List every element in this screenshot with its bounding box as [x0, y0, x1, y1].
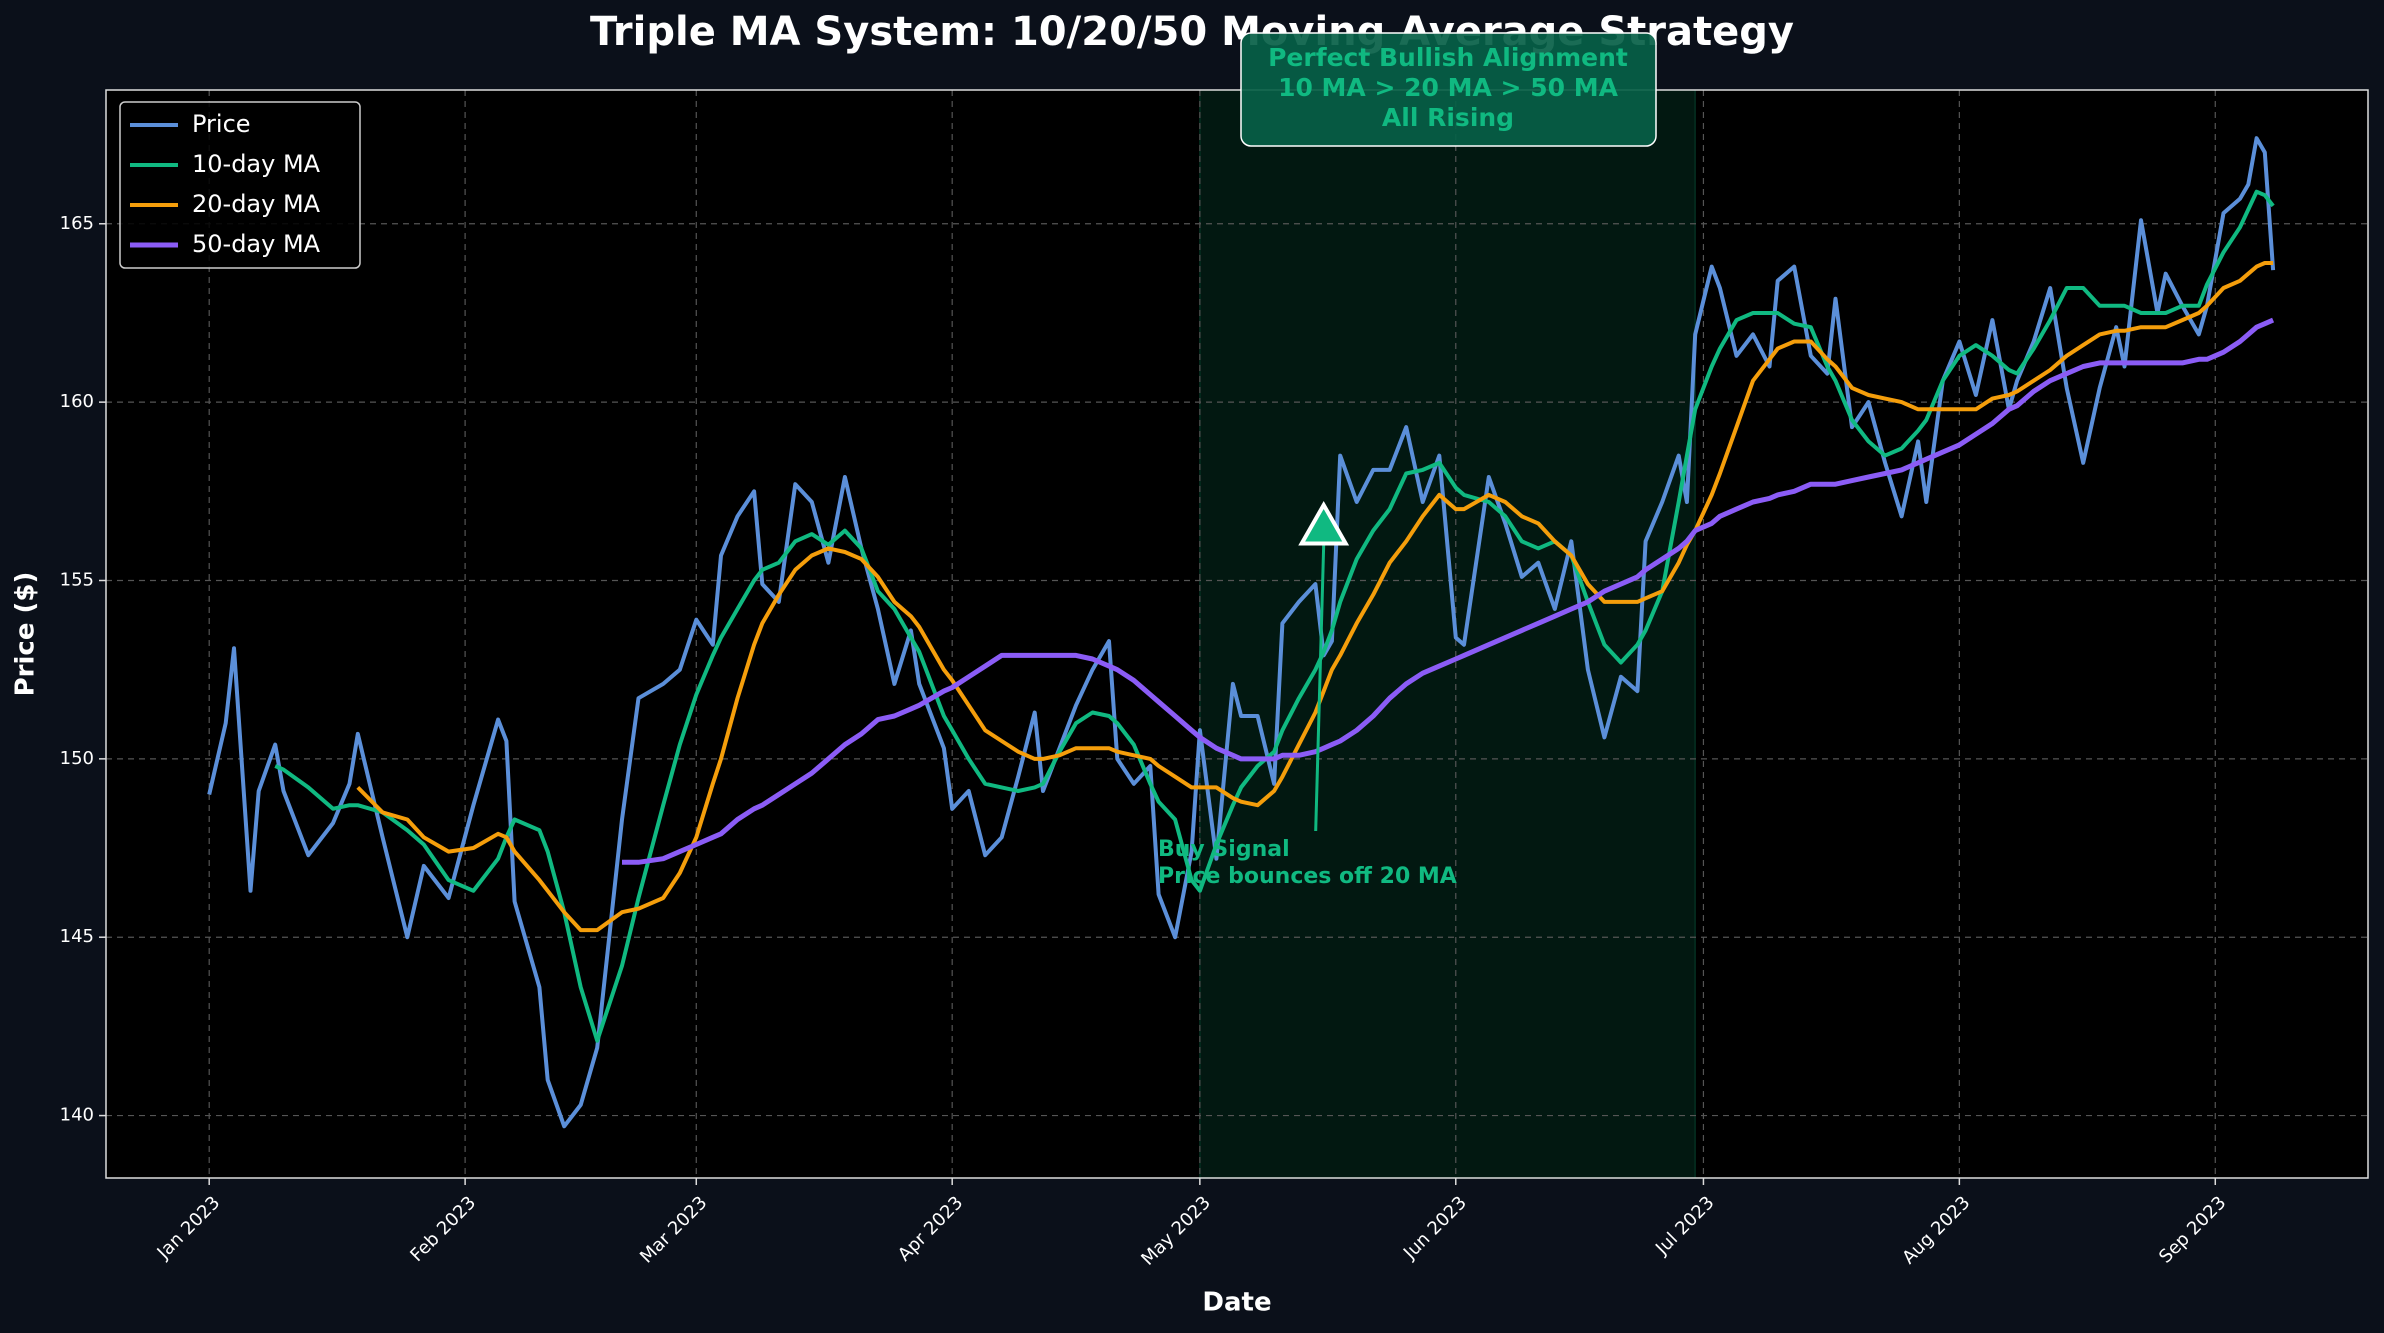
buy-signal-marker: [1298, 500, 1350, 546]
legend-label: Price: [192, 110, 251, 138]
legend-label: 10-day MA: [192, 150, 321, 178]
annotation-text: Buy Signal: [1158, 837, 1290, 862]
legend-label: 20-day MA: [192, 190, 321, 218]
annotation-text: Price bounces off 20 MA: [1158, 864, 1457, 889]
y-tick-label: 150: [60, 748, 94, 769]
annotation-box: [1240, 32, 1657, 147]
series-line: [356, 261, 2274, 933]
axes-frame: [105, 89, 2369, 1179]
y-tick-label: 165: [60, 213, 94, 234]
series-line: [274, 189, 2275, 1043]
legend-label: 50-day MA: [192, 230, 321, 258]
y-tick-label: 145: [60, 926, 94, 947]
y-tick-label: 140: [60, 1105, 94, 1126]
annotation-text: 10 MA > 20 MA > 50 MA: [1278, 73, 1619, 102]
y-axis-label: Price ($): [11, 572, 41, 697]
series-line: [207, 136, 2276, 1129]
plot-area: [106, 90, 2368, 1178]
series-line: [622, 317, 2275, 865]
annotation-arrow: [1314, 544, 1326, 832]
annotation-text: All Rising: [1382, 103, 1514, 132]
x-axis-label: Date: [1202, 1288, 1271, 1318]
shaded-region: [1199, 89, 1696, 1179]
y-tick-label: 160: [60, 391, 94, 412]
y-tick-label: 155: [60, 569, 94, 590]
legend-box: [119, 101, 361, 269]
annotation-text: Perfect Bullish Alignment: [1268, 43, 1628, 72]
